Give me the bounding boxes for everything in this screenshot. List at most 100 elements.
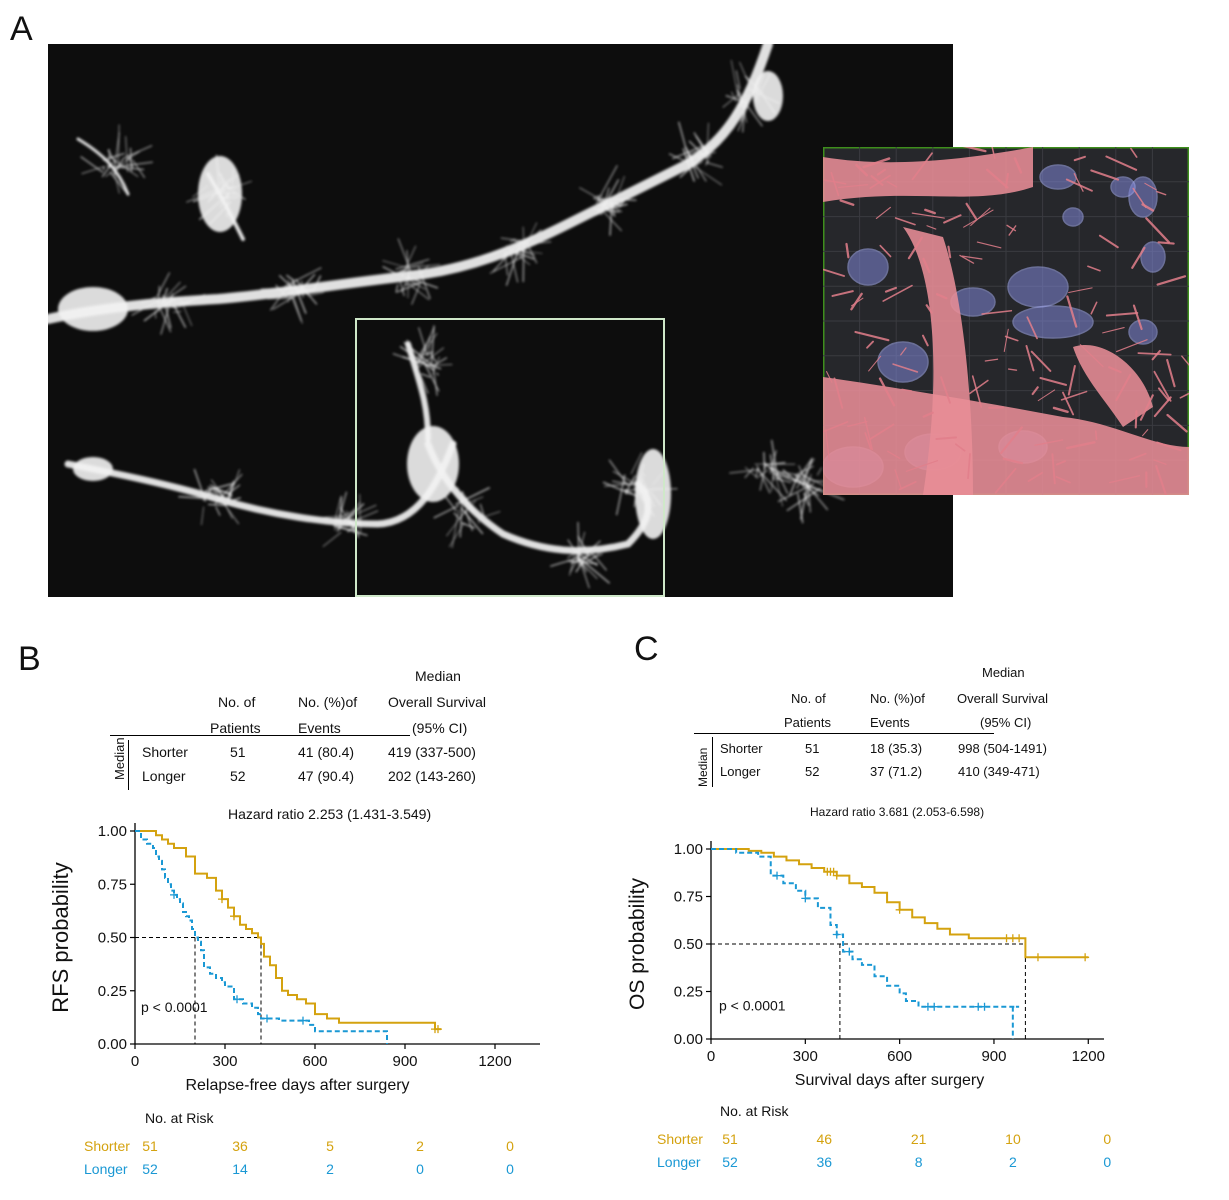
cell-process [1002, 457, 1024, 465]
censor-mark [230, 912, 238, 921]
cell-process [1144, 182, 1157, 191]
filopodium [432, 363, 438, 396]
table-c-row-shorter-median: 998 (504-1491) [958, 741, 1047, 756]
filopodium [510, 251, 519, 283]
filopodium [695, 135, 712, 158]
cell-process [1034, 439, 1064, 446]
filopodium [410, 284, 430, 300]
filopodium [504, 251, 509, 276]
filopodium [339, 495, 342, 530]
nucleus [1110, 176, 1136, 198]
filopodium [228, 493, 232, 502]
cell-process [940, 376, 951, 404]
x-axis-label: Survival days after surgery [795, 1072, 984, 1089]
cell-process [1105, 311, 1139, 317]
table-c-row-longer-events: 37 (71.2) [870, 764, 923, 779]
filopodium [601, 209, 622, 232]
cell-process [1079, 344, 1104, 368]
filopodium [269, 285, 289, 311]
cell-process [1179, 392, 1189, 399]
filopodium [768, 466, 791, 479]
filopodium [125, 136, 129, 173]
filopodium [403, 341, 434, 366]
risk-count: 10 [1005, 1131, 1021, 1147]
table-b-row-shorter-median: 419 (337-500) [388, 744, 476, 760]
risk-table-title: No. at Risk [145, 1110, 214, 1126]
panel-label-a: A [10, 10, 33, 48]
cell-process [911, 212, 945, 219]
censor-mark [773, 871, 782, 880]
filopodium [294, 278, 318, 305]
y-axis-label: RFS probability [48, 862, 73, 1012]
cell-process [1094, 430, 1098, 440]
km-curve-shorter [711, 848, 1089, 959]
cell-process [984, 358, 999, 362]
filopodium [759, 464, 767, 491]
filopodium [600, 197, 614, 216]
filopodium [602, 203, 628, 212]
cell-process [1132, 304, 1143, 331]
filopodium [725, 95, 748, 104]
cell-process [898, 481, 917, 491]
cell-process [911, 152, 933, 181]
filopodium [436, 372, 439, 376]
filopodium [794, 473, 805, 488]
x-tick-label: 900 [392, 1053, 417, 1070]
x-tick-label: 900 [981, 1048, 1006, 1065]
cell-process [882, 284, 913, 302]
cell-process [1060, 390, 1088, 401]
filopodium [735, 70, 741, 90]
filopodium [613, 176, 625, 207]
filopodium [307, 292, 324, 297]
filopodium [267, 297, 294, 300]
cell-process [922, 257, 931, 274]
cell-process [1139, 394, 1154, 421]
micrograph [48, 44, 953, 597]
filopodium [210, 479, 230, 505]
filopodium [207, 179, 232, 202]
filopodium [575, 556, 598, 580]
filopodium [637, 463, 645, 486]
filopodium [594, 211, 603, 216]
cell-process [971, 375, 983, 408]
filopodium [179, 300, 192, 305]
cell-process [1155, 465, 1168, 495]
cell-process [830, 172, 840, 197]
risk-count: 5 [326, 1138, 334, 1154]
filopodium [309, 515, 342, 519]
filopodium [228, 180, 252, 190]
filopodium [492, 254, 509, 272]
cell-process [1115, 339, 1148, 353]
filopodium [334, 497, 342, 520]
filopodium [291, 279, 307, 314]
filopodium [596, 165, 618, 204]
filopodium [516, 249, 543, 254]
filopodium [159, 285, 187, 305]
filopodium [115, 161, 153, 168]
filopodium [208, 503, 227, 506]
table-b-row-shorter-group: Shorter [142, 744, 188, 760]
filopodium [143, 296, 176, 322]
x-tick-label: 600 [302, 1053, 327, 1070]
cell-process [1073, 173, 1084, 192]
filopodium [808, 489, 811, 513]
hazard-ratio-c: Hazard ratio 3.681 (2.053-6.598) [810, 805, 985, 819]
y-tick-label: 0.25 [674, 984, 703, 1001]
table-b-row-shorter-events: 41 (80.4) [298, 744, 355, 760]
table-b-head-no-events: No. (%)of [298, 694, 358, 710]
table-b-head-overall-survival: Overall Survival [388, 694, 487, 710]
risk-count: 52 [142, 1161, 158, 1177]
filopodium [560, 549, 577, 552]
cell-process [876, 168, 886, 176]
filopodium [685, 160, 723, 186]
filopodium [500, 237, 522, 242]
filopodium [682, 148, 696, 182]
censor-mark [434, 1025, 442, 1034]
filopodium [583, 540, 601, 556]
p-value-label: p < 0.0001 [141, 999, 208, 1015]
filopodium [117, 124, 120, 170]
cell-process [886, 181, 898, 188]
filopodium [732, 100, 744, 118]
cell-process [892, 363, 919, 373]
filopodium [802, 457, 813, 485]
